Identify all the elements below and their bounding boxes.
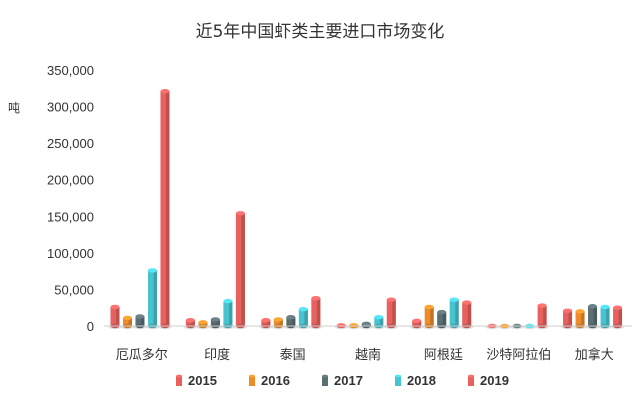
bar-2015 — [410, 318, 424, 330]
y-tick-label: 150,000 — [47, 209, 94, 224]
legend-swatch — [395, 376, 401, 386]
x-category-label: 加拿大 — [575, 347, 614, 363]
bar-2017 — [284, 315, 298, 330]
bar-2015 — [259, 317, 273, 330]
bar-2019 — [460, 300, 474, 330]
legend-label: 2019 — [480, 373, 509, 388]
legend-label: 2016 — [261, 373, 290, 388]
x-category-label: 阿根廷 — [424, 348, 463, 363]
y-tick-label: 100,000 — [47, 246, 94, 261]
y-tick-label: 250,000 — [47, 136, 94, 151]
plot-area — [108, 89, 625, 330]
legend-item: 2015 — [176, 373, 217, 388]
x-category-label: 厄瓜多尔 — [116, 347, 168, 363]
bar-2017 — [133, 314, 147, 330]
y-tick-label: 50,000 — [54, 282, 94, 297]
bar-2015 — [183, 317, 197, 330]
bar-2018 — [296, 306, 310, 330]
bar-2017 — [208, 317, 222, 330]
legend-item: 2019 — [468, 373, 509, 388]
chart-title: 近5年中国虾类主要进口市场变化 — [196, 22, 445, 42]
bar-2018 — [372, 315, 386, 330]
bar-2016 — [271, 317, 285, 330]
bar-2019 — [233, 211, 247, 330]
bar-2017 — [586, 304, 600, 330]
bar-2019 — [309, 296, 323, 330]
bar-2016 — [120, 315, 134, 330]
legend-swatch — [249, 376, 255, 386]
bar-2019 — [535, 303, 549, 330]
y-axis-label: 吨 — [8, 101, 20, 115]
legend-item: 2018 — [395, 373, 436, 388]
x-category-label: 沙特阿拉伯 — [486, 348, 551, 363]
bar-2018 — [221, 298, 235, 330]
bar-2017 — [359, 321, 373, 330]
bar-2016 — [196, 320, 210, 330]
legend-label: 2018 — [407, 373, 436, 388]
legend-label: 2017 — [334, 373, 363, 388]
bar-2019 — [158, 89, 172, 330]
x-category-label: 印度 — [204, 347, 230, 363]
legend-swatch — [176, 376, 182, 386]
x-category-label: 越南 — [355, 347, 381, 363]
y-tick-label: 0 — [87, 319, 94, 334]
bar-2018 — [145, 268, 159, 330]
legend-label: 2015 — [188, 373, 217, 388]
y-axis-ticks: 0 50,000 100,000 150,000 200,000 250,000 300,0… — [47, 63, 94, 334]
legend-swatch — [322, 376, 328, 386]
y-tick-label: 350,000 — [47, 63, 94, 78]
bar-2019 — [384, 297, 398, 330]
x-axis-category-labels: 厄瓜多尔 印度 泰国 越南 阿根廷 沙特阿拉伯 加拿大 — [116, 347, 614, 363]
y-tick-label: 300,000 — [47, 100, 94, 115]
legend-item: 2017 — [322, 373, 363, 388]
legend: 2015 2016 2017 2018 2019 — [176, 373, 509, 388]
y-tick-label: 200,000 — [47, 173, 94, 188]
x-category-label: 泰国 — [280, 348, 306, 363]
legend-swatch — [468, 376, 474, 386]
legend-item: 2016 — [249, 373, 290, 388]
bar-2018 — [447, 297, 461, 330]
